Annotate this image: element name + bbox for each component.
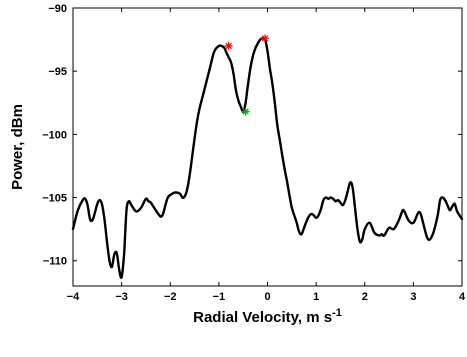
y-tick-label: −95: [48, 66, 67, 78]
y-tick-label: −110: [43, 256, 67, 268]
x-tick-label: −1: [213, 291, 226, 303]
x-tick-label: 4: [459, 291, 466, 303]
y-tick-label: −100: [42, 129, 67, 141]
y-tick-label: −90: [48, 3, 67, 15]
x-tick-label: 0: [264, 291, 270, 303]
x-axis-title: Radial Velocity, m s-1: [193, 307, 342, 326]
peak-star-marker: [224, 41, 233, 51]
power-spectrum-line: [71, 36, 464, 279]
x-tick-label: −2: [164, 291, 177, 303]
x-tick-label: 2: [362, 291, 368, 303]
axis-tick-labels: −4 −3 −2 −1 0 1 2 3 4 −90 −95 −100 −105 −110: [42, 3, 466, 303]
axis-ticks: [72, 7, 463, 286]
y-tick-label: −105: [42, 193, 67, 205]
peak-star-marker: [261, 34, 270, 43]
y-axis-title: Power, dBm: [9, 104, 26, 190]
peak-star-marker: [241, 107, 250, 116]
x-tick-label: 3: [410, 291, 416, 303]
x-tick-label: −4: [67, 291, 80, 303]
peak-markers: [224, 34, 270, 116]
x-tick-label: −3: [115, 291, 128, 303]
x-tick-label: 1: [313, 291, 319, 303]
